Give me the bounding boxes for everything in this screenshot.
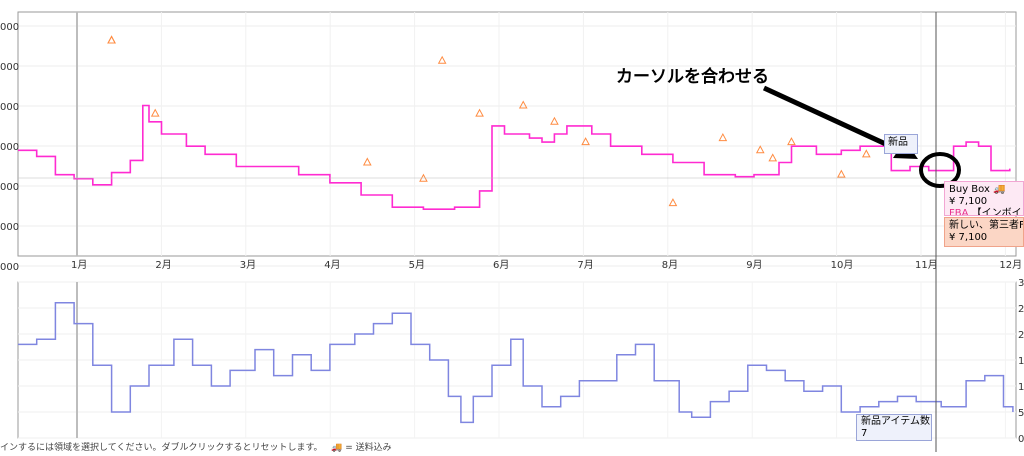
- new-offer-marker: [475, 108, 484, 117]
- truck-icon: 🚚: [325, 443, 343, 453]
- count-y-tick-label: 20: [1018, 330, 1024, 341]
- new-offer-marker: [550, 116, 559, 125]
- count-series: [18, 302, 1014, 424]
- new-offer-marker: [718, 133, 728, 142]
- count-grid: [18, 281, 1016, 439]
- count-y-tick-label: 10: [1018, 382, 1024, 393]
- price-x-tick-label: 6月: [493, 259, 509, 271]
- price-y-tick-label: 000: [0, 182, 19, 193]
- new-offer-marker: [107, 35, 116, 44]
- new-offer-marker: [837, 169, 846, 178]
- new-third-party-tooltip: 新しい、第三者FBA ¥ 7,100: [944, 217, 1024, 247]
- price-y-tick-label: 000: [0, 22, 19, 33]
- item-count-series-line: [18, 302, 1014, 424]
- price-x-tick-label: 1月: [71, 259, 87, 271]
- price-y-tick-label: 000: [0, 222, 19, 233]
- price-x-tick-label: 8月: [662, 259, 678, 271]
- price-x-tick-label: 5月: [409, 259, 425, 271]
- count-y-tick-label: 30: [1018, 278, 1024, 289]
- new-offer-marker: [768, 153, 778, 162]
- new-offer-marker: [755, 145, 765, 154]
- new-offer-marker: [581, 137, 590, 146]
- price-x-ticks: 1月 2月 3月 4月 5月 6月 7月 8月 9月 10月 11月 12月: [71, 259, 1022, 271]
- shipping-legend-text: = 送料込み: [345, 443, 392, 453]
- new-third-party-price: ¥ 7,100: [949, 232, 988, 243]
- new-offer-marker: [861, 149, 871, 158]
- new-offer-marker: [362, 157, 372, 166]
- footer-note: インするには領域を選択してください。ダブルクリックするとリセットします。 🚚 =…: [0, 440, 392, 453]
- buybox-tooltip-price: ¥ 7,100: [949, 196, 988, 207]
- price-x-tick-label: 4月: [324, 259, 340, 271]
- annotation-text: カーソルを合わせる: [616, 67, 769, 87]
- new-offer-marker: [437, 55, 447, 64]
- fba-tag: FBA: [949, 208, 969, 216]
- new-offer-marker: [518, 100, 528, 109]
- buybox-tooltip-title: Buy Box 🚚: [949, 184, 1006, 195]
- item-count-value: 7: [861, 428, 868, 439]
- price-y-tick-label: 000: [0, 262, 19, 273]
- annotation-arrow-shaft: [762, 85, 905, 155]
- price-y-tick-label: 000: [0, 62, 19, 73]
- fba-text: 【インボイス対: [971, 208, 1023, 216]
- new-offer-marker: [668, 198, 678, 207]
- new-offer-marker: [150, 108, 160, 117]
- price-x-tick-label: 9月: [746, 259, 762, 271]
- item-count-tooltip: 新品アイテム数 7: [856, 414, 932, 441]
- price-x-tick-label: 10月: [831, 259, 854, 271]
- count-y-tick-label: 5: [1018, 408, 1024, 419]
- count-y-ticks: 30 25 20 15 10 5 0: [1018, 278, 1024, 445]
- cursor-series-label: 新品: [884, 134, 918, 154]
- count-y-tick-label: 15: [1018, 356, 1024, 367]
- zoom-hint-text: インするには領域を選択してください。ダブルクリックするとリセットします。: [0, 443, 323, 453]
- price-x-tick-label: 3月: [240, 259, 256, 271]
- price-y-ticks: 000 000 000 000 000 000 000: [0, 22, 19, 273]
- annotation-circle: [919, 152, 961, 188]
- price-x-tick-label: 11月: [915, 259, 938, 271]
- item-count-label: 新品アイテム数: [861, 416, 930, 427]
- buybox-tooltip: Buy Box 🚚 ¥ 7,100 FBA 【インボイス対: [944, 181, 1024, 216]
- count-y-tick-label: 25: [1018, 304, 1024, 315]
- new-offer-marker: [787, 137, 796, 146]
- price-x-tick-label: 2月: [155, 259, 171, 271]
- count-y-tick-label: 0: [1018, 434, 1024, 445]
- price-y-tick-label: 000: [0, 102, 19, 113]
- buybox-tooltip-fba-line: FBA 【インボイス対: [949, 208, 1023, 216]
- price-x-tick-label: 12月: [999, 259, 1022, 271]
- new-third-party-title: 新しい、第三者FBA: [949, 220, 1023, 231]
- price-grid: [18, 12, 1016, 267]
- price-y-tick-label: 000: [0, 142, 19, 153]
- price-x-tick-label: 7月: [577, 259, 593, 271]
